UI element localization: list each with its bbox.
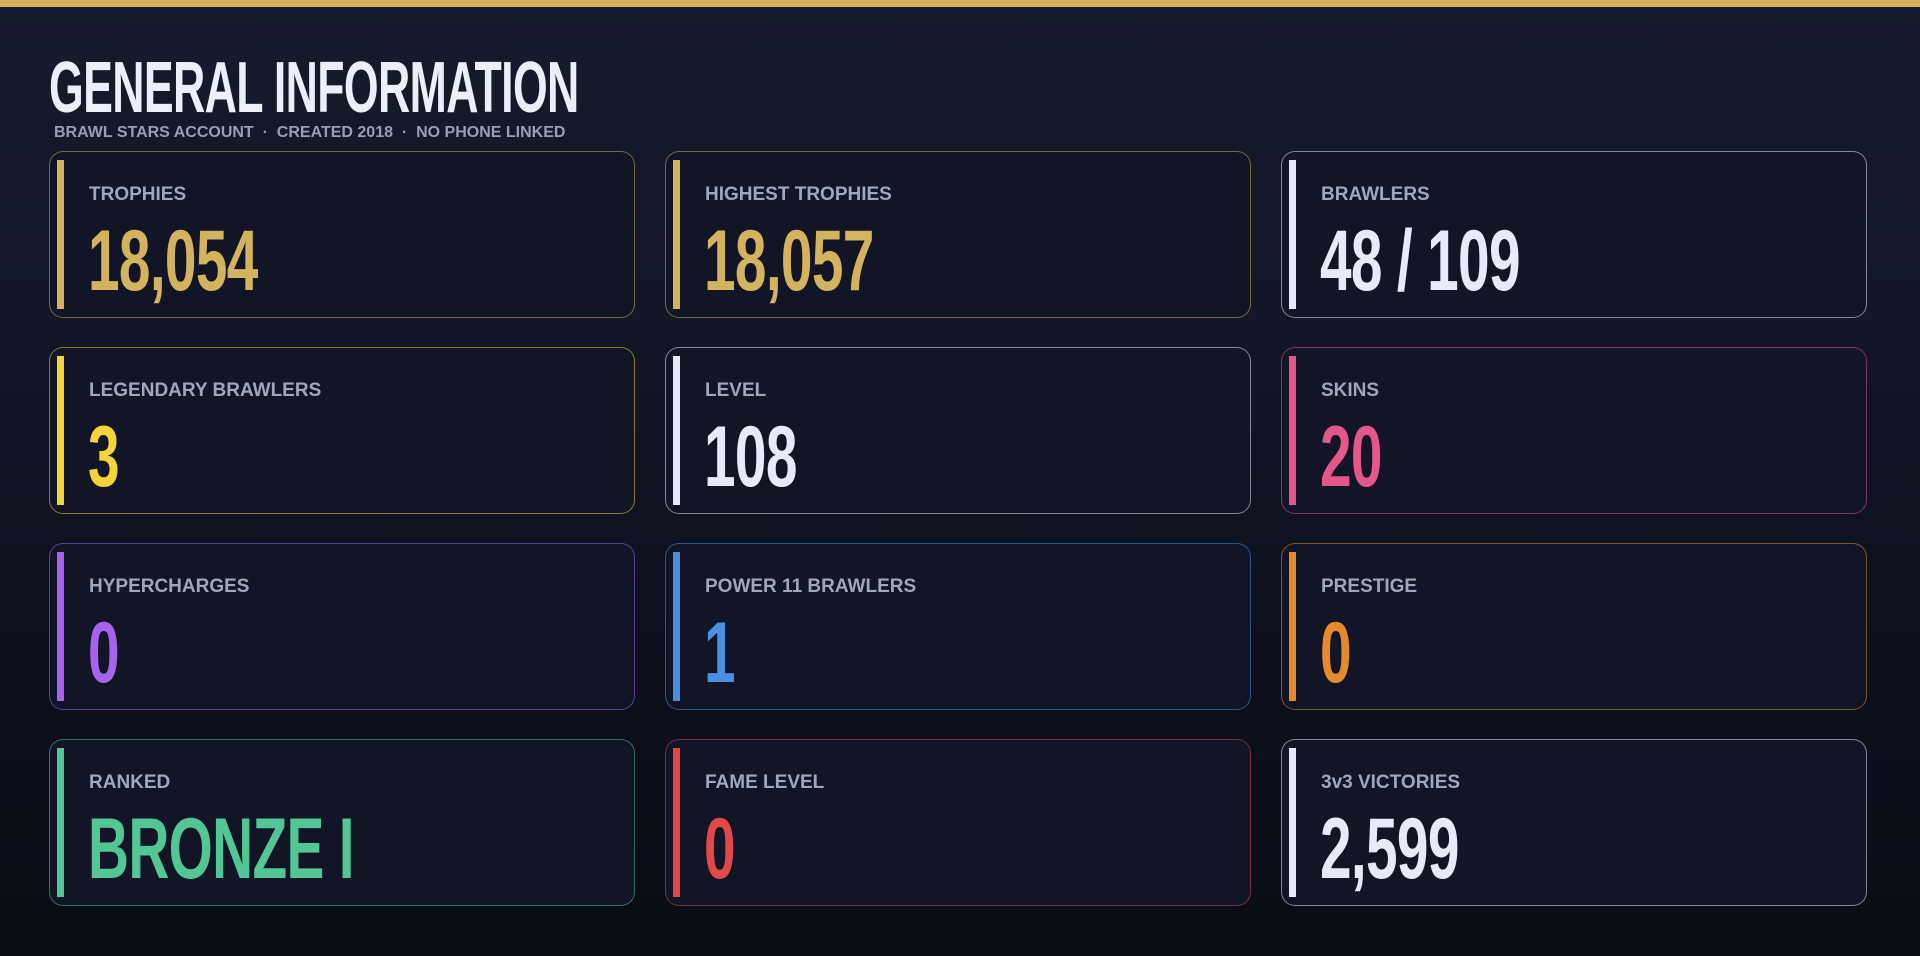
card-accent [1289, 552, 1296, 701]
card-accent [673, 748, 680, 897]
top-bar [0, 0, 1920, 7]
card-value: 18,054 [88, 213, 258, 309]
card-label: LEGENDARY BRAWLERS [89, 380, 322, 401]
card-accent [673, 356, 680, 505]
stat-card: FAME LEVEL 0 [665, 739, 1251, 906]
stat-card: HYPERCHARGES 0 [49, 543, 635, 710]
card-value: BRONZE I [88, 801, 355, 897]
card-label: PRESTIGE [1321, 576, 1418, 597]
card-accent [673, 160, 680, 309]
card-accent [1289, 160, 1296, 309]
card-label: TROPHIES [89, 184, 187, 205]
card-value: 108 [704, 409, 797, 505]
card-value: 20 [1320, 409, 1382, 505]
card-accent [57, 552, 64, 701]
stat-card: LEGENDARY BRAWLERS 3 [49, 347, 635, 514]
stat-card: SKINS 20 [1281, 347, 1867, 514]
card-label: HIGHEST TROPHIES [705, 184, 892, 205]
title: GENERAL INFORMATION [49, 48, 579, 128]
card-label: RANKED [89, 772, 171, 793]
card-value: 0 [1320, 605, 1352, 701]
card-label: FAME LEVEL [705, 772, 825, 793]
card-label: LEVEL [705, 380, 767, 401]
subtitle: BRAWL STARS ACCOUNT · CREATED 2018 · NO … [54, 124, 566, 141]
card-accent [57, 160, 64, 309]
card-label: POWER 11 BRAWLERS [705, 576, 917, 597]
stat-card: POWER 11 BRAWLERS 1 [665, 543, 1251, 710]
card-accent [1289, 356, 1296, 505]
card-value: 48 / 109 [1320, 213, 1521, 309]
stat-card: LEVEL 108 [665, 347, 1251, 514]
card-value: 0 [704, 801, 736, 897]
stat-card: HIGHEST TROPHIES 18,057 [665, 151, 1251, 318]
card-value: 2,599 [1320, 801, 1459, 897]
card-value: 0 [88, 605, 120, 701]
stat-card: 3v3 VICTORIES 2,599 [1281, 739, 1867, 906]
card-accent [673, 552, 680, 701]
card-value: 18,057 [704, 213, 874, 309]
card-label: BRAWLERS [1321, 184, 1430, 205]
card-label: 3v3 VICTORIES [1321, 772, 1461, 793]
card-accent [1289, 748, 1296, 897]
card-accent [57, 356, 64, 505]
stat-card: PRESTIGE 0 [1281, 543, 1867, 710]
stat-card: TROPHIES 18,054 [49, 151, 635, 318]
stat-card: RANKED BRONZE I [49, 739, 635, 906]
card-value: 1 [704, 605, 736, 701]
stat-card: BRAWLERS 48 / 109 [1281, 151, 1867, 318]
card-label: HYPERCHARGES [89, 576, 250, 597]
card-accent [57, 748, 64, 897]
card-value: 3 [88, 409, 120, 505]
card-label: SKINS [1321, 380, 1380, 401]
